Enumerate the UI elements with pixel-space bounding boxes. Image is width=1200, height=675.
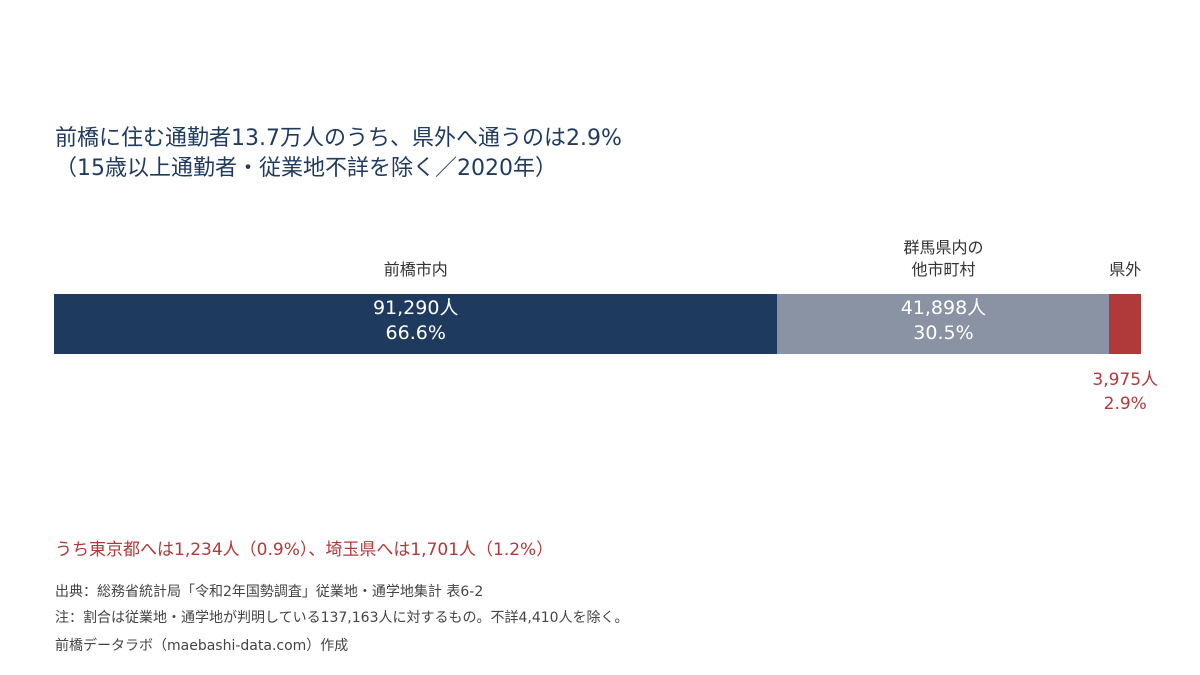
value-label: 91,290人 66.6% <box>346 296 486 346</box>
chart-subtitle: （15歳以上通勤者・従業地不詳を除く／2020年） <box>55 156 557 181</box>
category-label-line: 県外 <box>1109 260 1142 279</box>
value-count: 3,975人 <box>1092 370 1159 390</box>
value-count: 41,898人 <box>900 297 987 319</box>
value-percent: 66.6% <box>385 322 446 344</box>
bar-segment <box>777 294 1110 354</box>
category-label: 前橋市内 <box>336 259 496 281</box>
category-label-line: 群馬県内の <box>903 238 984 257</box>
value-percent: 30.5% <box>913 322 974 344</box>
value-count: 91,290人 <box>372 297 459 319</box>
value-label: 3,975人 2.9% <box>1055 368 1195 416</box>
value-label: 41,898人 30.5% <box>873 296 1013 346</box>
category-label: 群馬県内の 他市町村 <box>863 237 1023 281</box>
value-percent: 2.9% <box>1103 394 1147 414</box>
bar-segment <box>54 294 778 354</box>
category-label: 県外 <box>1045 259 1200 281</box>
breakdown-annotation: うち東京都へは1,234人（0.9%）、埼玉県へは1,701人（1.2%） <box>55 540 554 560</box>
bar-segment <box>1109 294 1141 354</box>
category-label-line: 他市町村 <box>911 260 976 279</box>
category-label-line: 前橋市内 <box>383 260 448 279</box>
credit-note: 前橋データラボ（maebashi-data.com）作成 <box>55 638 349 654</box>
chart-title: 前橋に住む通勤者13.7万人のうち、県外へ通うのは2.9% （15歳以上通勤者・… <box>55 124 1155 184</box>
source-note: 出典：総務省統計局「令和2年国勢調査」従業地・通学地集計 表6-2 <box>55 584 484 600</box>
chart-title-line1: 前橋に住む通勤者13.7万人のうち、県外へ通うのは2.9% <box>55 126 622 151</box>
footnote: 注：割合は従業地・通学地が判明している137,163人に対するもの。不詳4,41… <box>55 610 629 626</box>
